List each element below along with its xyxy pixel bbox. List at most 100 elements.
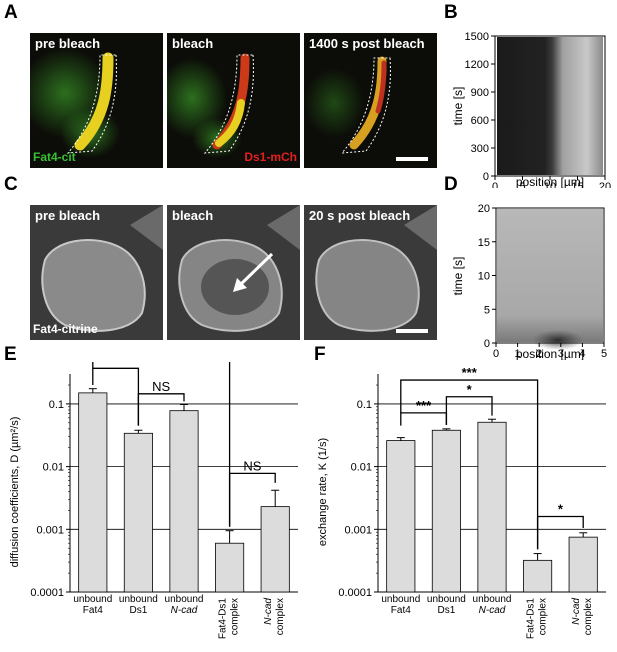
chart-f: 0.00010.0010.010.1unboundFat4unboundDs1u… (317, 365, 606, 640)
category-label: complex (275, 598, 286, 635)
kymograph-b-image (497, 37, 603, 175)
kymograph-d-image (497, 209, 603, 342)
significance-bracket (400, 412, 448, 426)
kymograph-d-ytick: 5 (484, 304, 490, 316)
image-c-bleach-label: bleach (172, 208, 214, 223)
ytick-label: 0.0001 (338, 587, 372, 599)
image-c-post-bleach: 20 s post bleach (304, 205, 437, 340)
scale-bar (396, 157, 428, 161)
image-a-post-bleach: 1400 s post bleach (304, 33, 437, 168)
category-label: unbound (73, 594, 112, 605)
kymograph-d: 0 1 2 3 4 5 0 5 10 15 20 time [s] position [µm] (451, 203, 607, 360)
category-label: complex (583, 598, 594, 635)
category-label: N-cad (263, 598, 274, 625)
category-label: N-cad (171, 605, 198, 616)
bar (260, 506, 290, 593)
bar (78, 392, 108, 593)
channel-red-label: Ds1-mCh (244, 150, 297, 164)
kymograph-d-ylabel: time [s] (451, 257, 465, 296)
cell-junction-graphic (304, 56, 391, 154)
category-label: N-cad (571, 598, 582, 625)
cell-junction-graphic (167, 53, 254, 158)
bar (386, 440, 416, 593)
kymograph-b-xtick: 10 (544, 181, 556, 188)
image-a-bleach: bleach Ds1-mCh (167, 33, 300, 168)
kymograph-b-ytick: 900 (471, 87, 489, 99)
cell-graphic (315, 205, 437, 332)
kymograph-d-ytick: 0 (484, 338, 490, 350)
cell-graphic (41, 205, 163, 332)
ytick-label: 0.0001 (30, 587, 64, 599)
kymograph-d-xtick: 0 (493, 348, 499, 360)
cell-junction-graphic (30, 48, 120, 158)
kymograph-b: 0 5 10 15 20 0 300 600 900 1200 1500 time [s] posi… (451, 31, 611, 188)
image-c-pre-bleach: pre bleach Fat4-citrine (30, 205, 163, 340)
ytick-label: 0.01 (351, 462, 372, 474)
bar (523, 559, 553, 593)
image-c-post-bleach-label: 20 s post bleach (309, 208, 411, 223)
kymograph-b-xtick: 15 (571, 181, 583, 188)
significance-bracket (137, 393, 185, 426)
chart-e: 0.00010.0010.010.1unboundFat4unboundDs1u… (9, 362, 298, 639)
category-label: unbound (381, 594, 420, 605)
ytick-label: 0.1 (49, 399, 64, 411)
arrow-icon (233, 252, 274, 292)
scale-bar (396, 329, 428, 333)
kymograph-d-xtick: 4 (579, 348, 585, 360)
image-c-pre-bleach-label: pre bleach (35, 208, 101, 223)
significance-label: NS (152, 379, 170, 394)
category-label: unbound (427, 594, 466, 605)
kymograph-b-xtick: 20 (599, 181, 611, 188)
kymograph-d-ytick: 15 (478, 237, 490, 249)
bar (215, 542, 245, 593)
significance-label: * (558, 502, 564, 517)
channel-citrine-label: Fat4-citrine (33, 322, 98, 336)
kymograph-b-xtick: 5 (519, 181, 525, 188)
kymograph-b-xtick: 0 (492, 181, 498, 188)
significance-label: *** (462, 365, 478, 380)
significance-label: *** (108, 362, 124, 368)
kymograph-b-ytick: 300 (471, 143, 489, 155)
chart-f-ylabel: exchange rate, K (1/s) (317, 438, 329, 546)
significance-bracket (445, 396, 493, 426)
image-a-post-bleach-label: 1400 s post bleach (309, 36, 425, 51)
bar (123, 432, 153, 593)
panel-label-d: D (444, 174, 458, 195)
channel-green-label: Fat4-cit (33, 150, 76, 164)
significance-bracket (400, 379, 539, 550)
kymograph-d-xlabel: position [µm] (516, 347, 584, 360)
kymograph-b-ylabel: time [s] (451, 87, 465, 126)
category-label: Fat4-Ds1 (526, 598, 537, 640)
category-label: unbound (165, 594, 204, 605)
significance-bracket (228, 472, 276, 527)
ytick-label: 0.001 (344, 524, 372, 536)
bar (431, 429, 461, 593)
ytick-label: 0.001 (36, 524, 64, 536)
significance-label: NS (243, 458, 261, 473)
category-label: Ds1 (438, 605, 456, 616)
panel-label-e: E (4, 344, 17, 365)
panel-label-f: F (314, 344, 326, 365)
kymograph-d-ytick: 20 (478, 203, 490, 215)
significance-bracket (536, 515, 584, 550)
kymograph-b-xlabel: position [µm] (516, 175, 584, 188)
kymograph-d-xtick: 5 (601, 348, 607, 360)
category-label: complex (230, 598, 241, 635)
bar (169, 410, 199, 593)
image-a-bleach-label: bleach (172, 36, 214, 51)
kymograph-d-xtick: 2 (536, 348, 542, 360)
kymograph-d-xtick: 3 (558, 348, 564, 360)
significance-bracket (92, 362, 231, 527)
category-label: Ds1 (130, 605, 148, 616)
kymograph-b-ytick: 0 (483, 171, 489, 183)
kymograph-b-ytick: 1500 (465, 31, 489, 43)
category-label: Fat4 (83, 605, 103, 616)
bar (568, 536, 598, 593)
bar (477, 421, 507, 593)
ytick-label: 0.01 (43, 462, 64, 474)
significance-label: * (467, 382, 473, 397)
panel-label-a: A (4, 2, 18, 23)
panel-label-b: B (444, 2, 458, 23)
significance-label: *** (416, 398, 432, 413)
kymograph-d-xtick: 1 (515, 348, 521, 360)
